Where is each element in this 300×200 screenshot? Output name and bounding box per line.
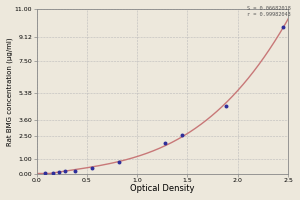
Point — [42, 172, 47, 175]
X-axis label: Optical Density: Optical Density — [130, 184, 195, 193]
Y-axis label: Rat BMG concentration (μg/ml): Rat BMG concentration (μg/ml) — [7, 37, 14, 146]
Point — [163, 141, 168, 144]
Point — [223, 105, 228, 108]
Point — [56, 171, 61, 174]
Point — [62, 170, 67, 173]
Point — [117, 161, 122, 164]
Point — [72, 169, 77, 172]
Point — [89, 166, 94, 169]
Point — [50, 171, 55, 174]
Text: S = 0.06682018
r = 0.99982043: S = 0.06682018 r = 0.99982043 — [247, 6, 291, 17]
Point — [281, 25, 286, 28]
Point — [180, 134, 185, 137]
